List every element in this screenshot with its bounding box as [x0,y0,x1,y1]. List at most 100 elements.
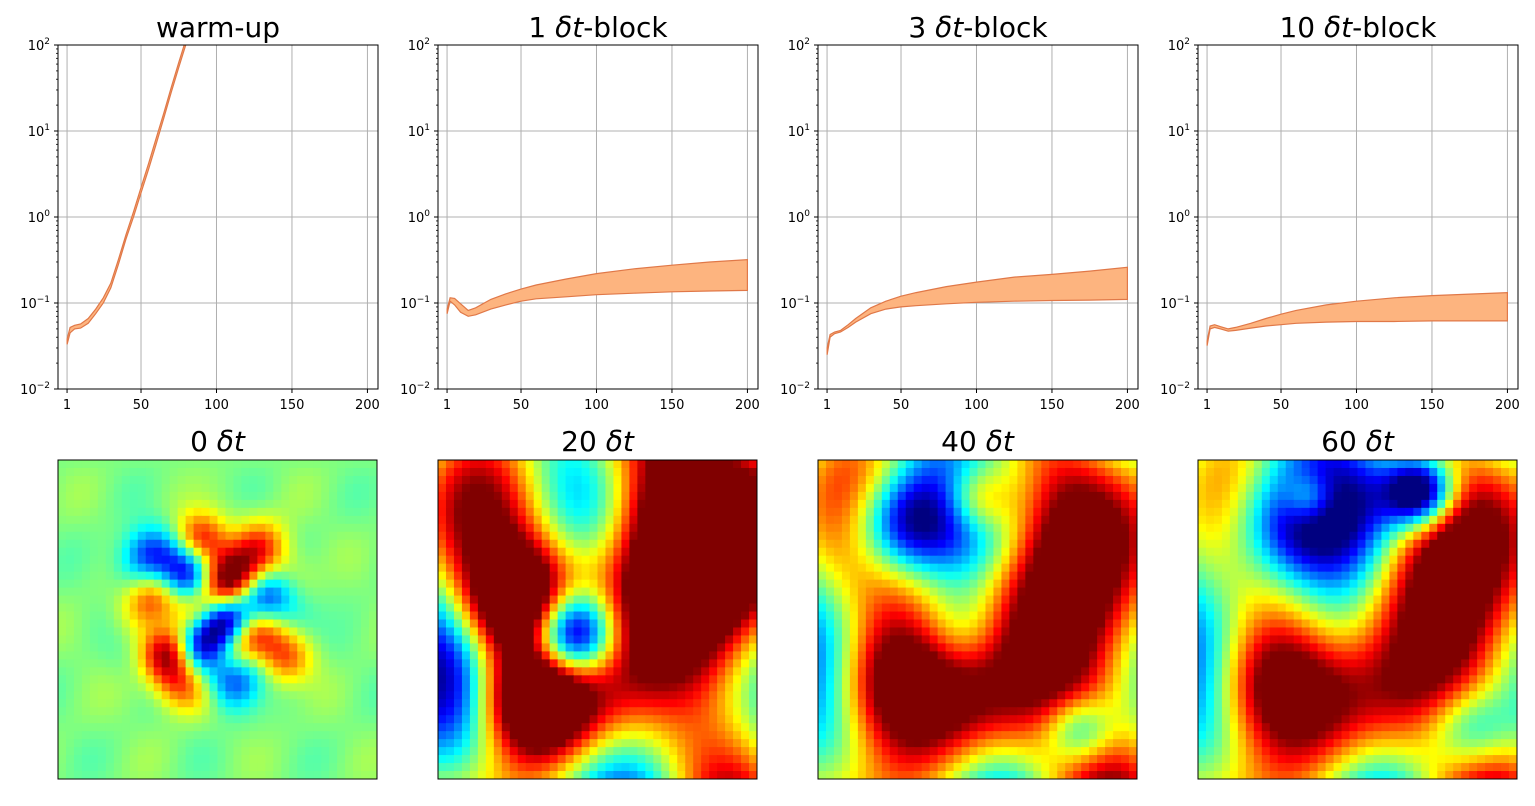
heatmap-cell [905,571,915,581]
heatmap-cell [193,731,202,740]
heatmap-cell [493,467,503,477]
heatmap-cell [97,475,107,485]
heatmap-cell [573,460,582,469]
heatmap-cell [825,491,835,501]
heatmap-cell [921,675,931,684]
heatmap-cell [605,587,614,596]
heatmap-cell [725,723,734,732]
heatmap-cell [217,651,226,660]
heatmap-cell [453,627,463,636]
heatmap-cell [1121,491,1130,501]
heatmap-cell [913,571,923,581]
heatmap-cell [209,691,218,700]
heatmap-cell [1073,531,1082,541]
heatmap-cell [525,460,535,469]
heatmap-cell [921,619,931,628]
heatmap-cell [1081,603,1090,612]
heatmap-cell [1001,507,1010,517]
heatmap-cell [97,643,107,652]
heatmap-cell [313,475,322,485]
heatmap-cell [873,707,883,716]
heatmap-cell [581,691,590,700]
heatmap-cell [557,699,567,708]
heatmap-cell [525,723,535,732]
heatmap-cell [961,571,970,581]
heatmap-cell [321,627,330,636]
heatmap-cell [825,460,835,469]
heatmap-cell [509,491,519,501]
heatmap-cell [241,763,250,772]
heatmap-cell [501,539,511,549]
heatmap-cell [717,763,726,772]
heatmap-cell [345,731,354,740]
heatmap-cell [1041,587,1050,596]
heatmap-cell [881,491,891,501]
heatmap-cell [509,763,519,772]
heatmap-cell [177,539,187,549]
heatmap-cell [525,483,535,493]
heatmap-cell [881,715,891,724]
heatmap-cell [501,731,511,740]
heatmap-cell [589,659,598,668]
heatmap-cell [81,747,91,756]
heatmap-cell [501,499,511,509]
heatmap-cell [58,467,67,477]
heatmap-cell [985,683,994,692]
heatmap-cell [209,675,218,684]
heatmap-cell [597,491,606,501]
heatmap-cell [589,747,598,756]
heatmap-cell [353,499,362,509]
heatmap-cell [217,763,226,772]
heatmap-cell [477,723,487,732]
heatmap-cell [369,667,378,676]
heatmap-cell [701,659,710,668]
heatmap-cell [541,675,551,684]
heatmap-cell [677,771,686,780]
heatmap-cell [589,507,598,517]
heatmap-cell [1009,675,1018,684]
heatmap-cell [337,755,346,764]
heatmap-cell [685,619,694,628]
heatmap-cell [1041,460,1050,469]
heatmap-cell [273,507,282,517]
heatmap-cell [177,611,187,620]
heatmap-cell [485,739,495,748]
heatmap-cell [281,643,290,652]
heatmap-cell [233,691,242,700]
heatmap-cell [977,523,986,533]
heatmap-cell [565,659,574,668]
heatmap-cell [438,587,447,596]
heatmap-cell [733,475,742,485]
heatmap-cell [169,563,179,573]
heatmap-cell [58,491,67,501]
heatmap-cell [1033,611,1042,620]
heatmap-cell [865,619,875,628]
heatmap-cell [329,571,338,581]
heatmap-cell [865,475,875,485]
heatmap-cell [565,635,574,644]
heatmap-cell [89,531,99,541]
heatmap-cell [113,635,123,644]
heatmap-cell [289,460,298,469]
heatmap-cell [921,707,931,716]
heatmap-cell [693,691,702,700]
heatmap-cell [749,635,758,644]
heatmap-cell [161,723,171,732]
heatmap-cell [733,460,742,469]
heatmap-cell [1097,731,1106,740]
heatmap-cell [161,667,171,676]
heatmap-cell [849,627,859,636]
heatmap-cell [653,571,662,581]
heatmap-cell [937,755,947,764]
heatmap-cell [953,475,962,485]
heatmap-cell [945,683,954,692]
heatmap-cell [693,499,702,509]
heatmap-cell [193,747,202,756]
heatmap-cell [273,747,282,756]
heatmap-cell [73,595,83,604]
heatmap-cell [741,707,750,716]
heatmap-cell [305,475,314,485]
heatmap-cell [145,563,155,573]
heatmap-cell [313,643,322,652]
heatmap-cell [905,483,915,493]
